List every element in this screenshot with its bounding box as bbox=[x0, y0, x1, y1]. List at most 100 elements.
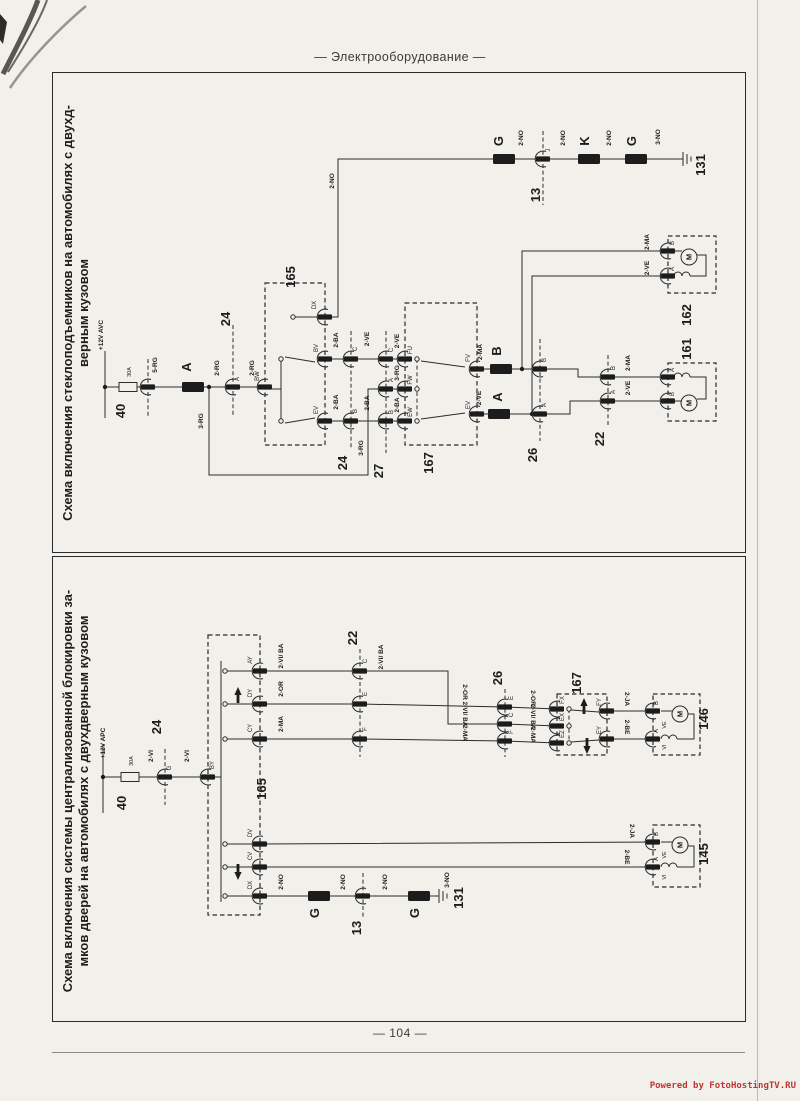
component-number: 167 bbox=[421, 452, 436, 474]
wire-label: 2-OR bbox=[278, 681, 285, 697]
component-label: G bbox=[307, 908, 322, 918]
pin-label: E bbox=[363, 692, 369, 696]
wire-label: 2-VI/ BA bbox=[278, 643, 285, 668]
wire-label: 2-OR bbox=[461, 684, 468, 700]
wire-label: 2-VI/ BA bbox=[461, 702, 468, 727]
wire-label: 2-NO bbox=[518, 130, 525, 146]
wire-label: 2-RG bbox=[214, 360, 221, 376]
wire-label: 2-VI bbox=[184, 750, 191, 762]
wire-label: 3-RG bbox=[394, 365, 401, 381]
pin-label: BV bbox=[314, 344, 320, 352]
component-label: G bbox=[407, 908, 422, 918]
component-number: 165 bbox=[254, 778, 269, 800]
connector-number: 24 bbox=[335, 455, 350, 470]
pin-label: A bbox=[542, 403, 548, 407]
wire-label: 2-MA bbox=[644, 234, 651, 250]
pin-label: A bbox=[235, 377, 241, 381]
pin-label: E bbox=[509, 696, 515, 700]
pen-scribble bbox=[0, 0, 87, 89]
component-number: 165 bbox=[283, 266, 298, 288]
pin-label: B bbox=[670, 241, 676, 245]
page-number: — 104 — bbox=[372, 1026, 428, 1040]
motor-label: M bbox=[685, 400, 694, 406]
pin-label: A bbox=[670, 368, 676, 372]
wire-label: 2-NO bbox=[606, 130, 613, 146]
wire-label: 2-BA bbox=[394, 397, 401, 412]
wire-label: 3-RG bbox=[358, 440, 365, 456]
pin-label: F bbox=[363, 727, 369, 731]
wire-label: 3-NO bbox=[655, 129, 662, 145]
ground-icon bbox=[682, 151, 692, 167]
wire-label: 5-RG bbox=[152, 357, 159, 373]
p2-wires bbox=[100, 661, 654, 902]
pin-label: B bbox=[542, 358, 548, 362]
power-label: +12V AVC bbox=[98, 320, 105, 350]
pin-label: B bbox=[353, 409, 359, 413]
pin-label: BW bbox=[255, 371, 261, 381]
pin-label: B bbox=[670, 392, 676, 396]
fuse-icon bbox=[118, 382, 138, 392]
pin-label: EY bbox=[597, 726, 603, 734]
wire-label: 2-BA bbox=[364, 395, 371, 410]
connector-number: 26 bbox=[490, 671, 505, 685]
pin-label: VE bbox=[662, 721, 668, 729]
pin-label: EW bbox=[408, 407, 414, 417]
p1-dashed-boxes bbox=[264, 235, 717, 446]
pin-label: VE bbox=[662, 851, 668, 859]
ground-number: 131 bbox=[451, 887, 466, 909]
component-label: B bbox=[489, 346, 504, 355]
pin-label: VI bbox=[662, 874, 668, 880]
component-label: A bbox=[490, 392, 505, 402]
wire-label: 2-MA bbox=[625, 355, 632, 371]
ground-icon bbox=[438, 888, 448, 904]
wire-label: 3-RG bbox=[198, 413, 205, 429]
power-label: +12V APC bbox=[100, 727, 107, 758]
pin-label: FU bbox=[408, 346, 414, 354]
pin-label: B bbox=[654, 701, 660, 705]
p2-switch-internals bbox=[222, 668, 695, 899]
component-label: G bbox=[491, 136, 506, 146]
component-number: 40 bbox=[114, 796, 129, 810]
wire-label: 2-OR bbox=[529, 690, 536, 706]
wire-label: 2-JA bbox=[623, 692, 630, 706]
pin-label: A bbox=[654, 857, 660, 861]
connector-number: 24 bbox=[149, 719, 164, 734]
pin-label: B bbox=[389, 410, 395, 414]
page-header: — Электрооборудование — bbox=[314, 50, 486, 64]
wire-label: 2-JA bbox=[628, 824, 635, 838]
pin-label: DY bbox=[248, 689, 254, 697]
wire-label: 2-BE bbox=[623, 720, 630, 735]
pin-label: C bbox=[353, 346, 359, 351]
component-number: 145 bbox=[696, 843, 711, 865]
wire-label: 2-MA bbox=[529, 727, 536, 743]
connector-number: 22 bbox=[592, 432, 607, 446]
pin-label: FY bbox=[597, 698, 603, 706]
fuse-icon bbox=[120, 772, 140, 782]
wire-label: 2-MA bbox=[477, 344, 484, 360]
p2-labels: +12V APC 30A 40 2-VI 24 G 2-VI BY 165 AY… bbox=[100, 631, 711, 935]
pin-label: A bbox=[670, 267, 676, 271]
pin-label: DX bbox=[312, 301, 318, 309]
wire-label: 2-BA bbox=[333, 394, 340, 409]
wire-label: 2-MA bbox=[278, 716, 285, 732]
wiring-diagram-window-lifters: +12V AVC 30A 40 5-RG A 2-RG 24 A 2-RG 3-… bbox=[98, 129, 717, 478]
pin-label: A bbox=[611, 390, 617, 394]
fuse-rating-label: 30A bbox=[129, 756, 135, 766]
pin-label: EZ bbox=[560, 730, 566, 738]
pin-label: J bbox=[546, 149, 552, 152]
page-frame-line bbox=[52, 1052, 745, 1053]
connector-number: 27 bbox=[371, 464, 386, 478]
switch-arrow-up bbox=[234, 687, 242, 703]
pin-label: C bbox=[509, 712, 515, 717]
motor-label: M bbox=[676, 842, 685, 848]
component-label: G bbox=[624, 136, 639, 146]
pin-label: DV bbox=[248, 829, 254, 837]
wire-label: 2-VE bbox=[476, 390, 483, 405]
component-label: K bbox=[577, 136, 592, 146]
wire-label: 2-VI bbox=[148, 750, 155, 762]
wire-label: 2-NO bbox=[382, 874, 389, 890]
pin-label: G bbox=[167, 765, 173, 770]
wire-label: 2-NO bbox=[560, 130, 567, 146]
p1-wires bbox=[102, 158, 683, 476]
pin-label: FV bbox=[466, 354, 472, 362]
